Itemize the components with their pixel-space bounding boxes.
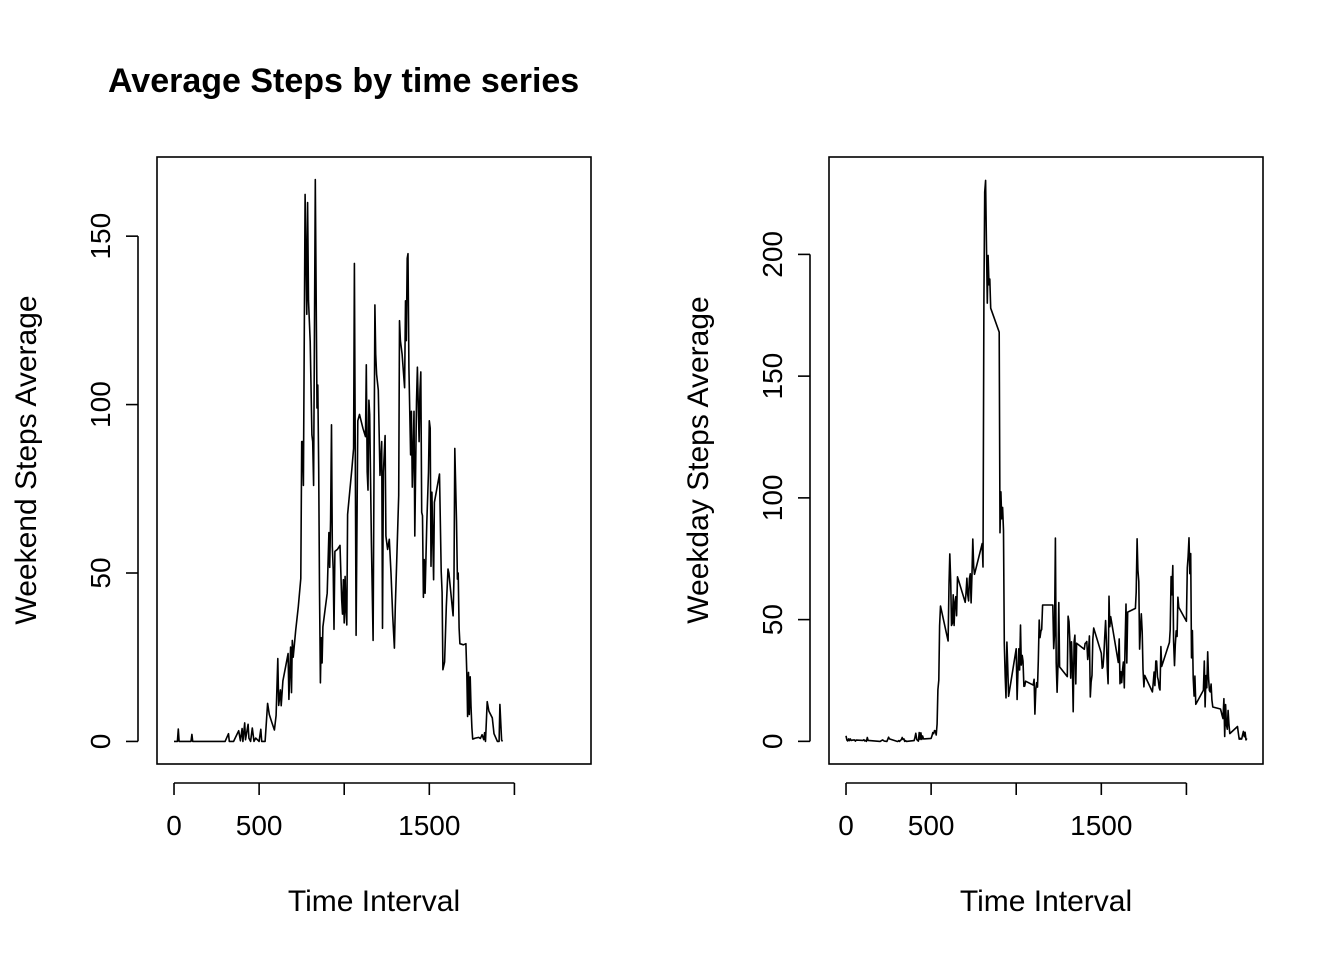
weekend-plot-frame [156,156,592,765]
weekday-y-axis: 0 50 100 150 200 [757,231,811,750]
weekend-x-axis-label: Time Interval [288,885,460,918]
weekend-panel: 0 50 100 150 0 500 1500 Time Interval Weekend… [10,156,592,918]
weekend-x-tick-label: 500 [236,810,283,841]
weekend-x-axis: 0 500 1500 [166,782,516,841]
weekend-x-tick-label: 1500 [398,810,460,841]
weekday-y-tick-label: 100 [757,475,788,522]
weekend-y-tick-label: 50 [85,557,116,588]
weekend-x-tick-label: 0 [166,810,182,841]
weekend-y-axis: 0 50 100 150 [85,213,139,750]
weekday-x-axis: 0 500 1500 [838,782,1188,841]
weekday-y-tick-label: 0 [757,734,788,750]
weekend-y-tick-label: 0 [85,734,116,750]
weekday-x-tick-label: 1500 [1070,810,1132,841]
weekday-plot-frame [828,156,1264,765]
weekday-y-tick-label: 50 [757,604,788,635]
weekend-y-tick-label: 150 [85,213,116,260]
weekday-x-tick-label: 500 [908,810,955,841]
weekday-panel: 0 50 100 150 200 0 500 1500 Time Interval Week… [682,156,1264,918]
weekday-series [845,179,1248,743]
weekend-y-axis-label: Weekend Steps Average [10,295,43,624]
weekend-series [174,178,504,743]
weekday-x-tick-label: 0 [838,810,854,841]
weekday-y-tick-label: 150 [757,353,788,400]
weekend-y-tick-label: 100 [85,381,116,428]
chart-title: Average Steps by time series [108,62,579,100]
weekday-y-tick-label: 200 [757,231,788,278]
weekday-series-line [845,179,1248,743]
weekend-series-line [174,178,504,743]
weekday-y-axis-label: Weekday Steps Average [682,296,715,623]
weekday-x-axis-label: Time Interval [960,885,1132,918]
